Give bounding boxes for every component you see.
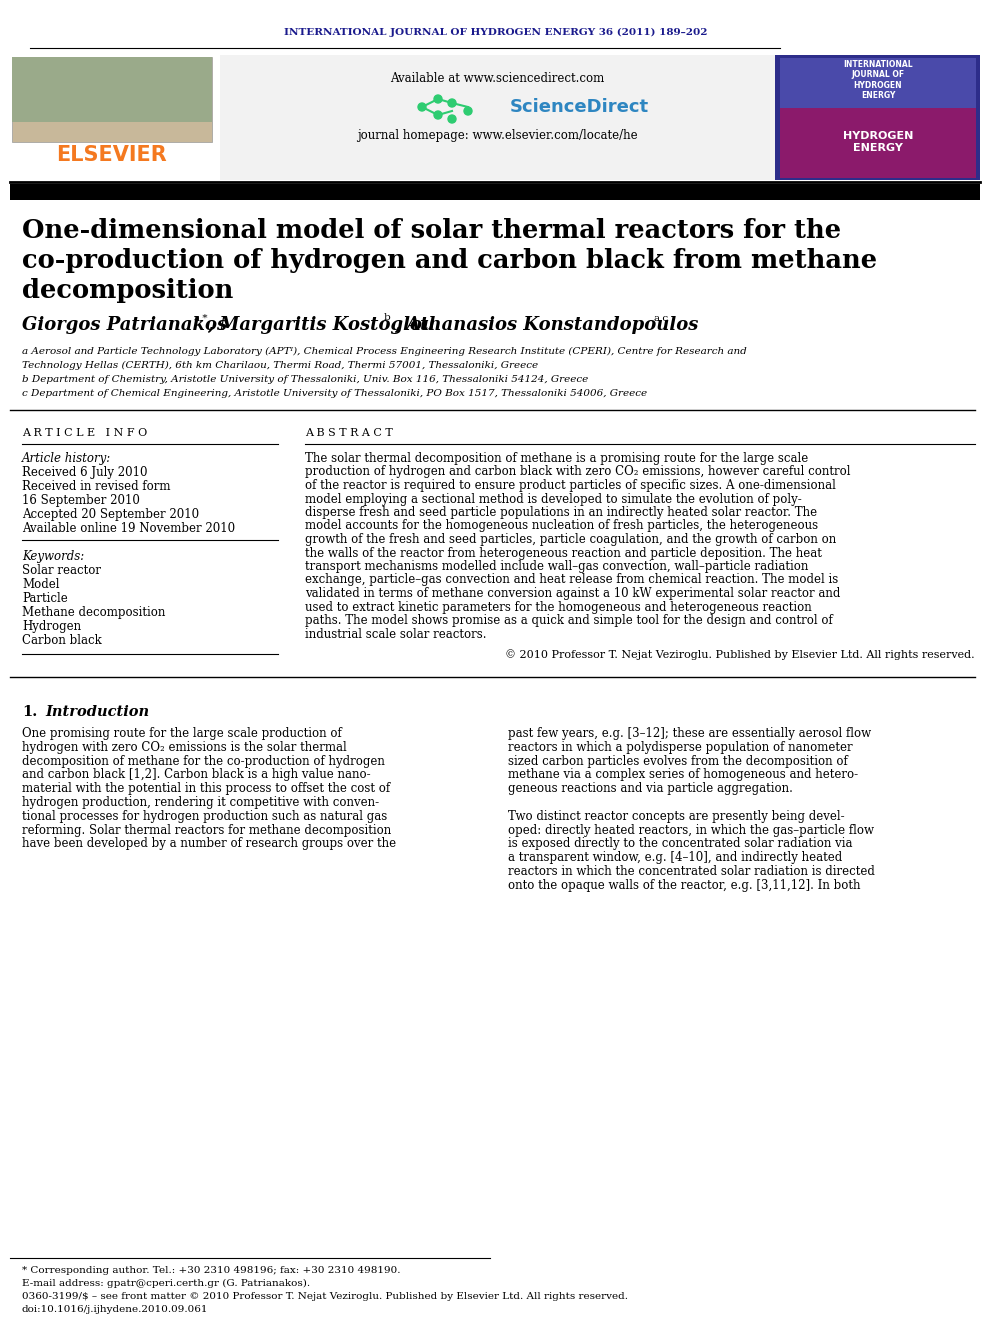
Text: disperse fresh and seed particle populations in an indirectly heated solar react: disperse fresh and seed particle populat…	[305, 505, 817, 519]
Text: hydrogen production, rendering it competitive with conven-: hydrogen production, rendering it compet…	[22, 796, 379, 808]
Text: decomposition: decomposition	[22, 278, 233, 303]
Text: material with the potential in this process to offset the cost of: material with the potential in this proc…	[22, 782, 390, 795]
Text: Giorgos Patrianakos: Giorgos Patrianakos	[22, 316, 227, 333]
Text: ELSEVIER: ELSEVIER	[57, 146, 168, 165]
Text: a Aerosol and Particle Technology Laboratory (APTᴵ), Chemical Process Engineerin: a Aerosol and Particle Technology Labora…	[22, 347, 747, 356]
Text: paths. The model shows promise as a quick and simple tool for the design and con: paths. The model shows promise as a quic…	[305, 614, 832, 627]
Text: a,c: a,c	[654, 314, 670, 323]
Text: decomposition of methane for the co-production of hydrogen: decomposition of methane for the co-prod…	[22, 754, 385, 767]
Text: Article history:: Article history:	[22, 452, 111, 464]
Circle shape	[448, 115, 456, 123]
Text: tional processes for hydrogen production such as natural gas: tional processes for hydrogen production…	[22, 810, 387, 823]
Text: INTERNATIONAL JOURNAL OF HYDROGEN ENERGY 36 (2011) 189–202: INTERNATIONAL JOURNAL OF HYDROGEN ENERGY…	[285, 28, 707, 37]
Text: model employing a sectional method is developed to simulate the evolution of pol: model employing a sectional method is de…	[305, 492, 802, 505]
Text: Carbon black: Carbon black	[22, 634, 102, 647]
Text: a transparent window, e.g. [4–10], and indirectly heated: a transparent window, e.g. [4–10], and i…	[508, 851, 842, 864]
Text: of the reactor is required to ensure product particles of specific sizes. A one-: of the reactor is required to ensure pro…	[305, 479, 836, 492]
Text: is exposed directly to the concentrated solar radiation via: is exposed directly to the concentrated …	[508, 837, 852, 851]
Text: reforming. Solar thermal reactors for methane decomposition: reforming. Solar thermal reactors for me…	[22, 824, 391, 836]
Text: © 2010 Professor T. Nejat Veziroglu. Published by Elsevier Ltd. All rights reser: © 2010 Professor T. Nejat Veziroglu. Pub…	[505, 650, 975, 660]
Text: , Athanasios Konstandopoulos: , Athanasios Konstandopoulos	[394, 316, 698, 333]
Text: Received in revised form: Received in revised form	[22, 480, 171, 493]
Text: Introduction: Introduction	[45, 705, 149, 718]
Text: past few years, e.g. [3–12]; these are essentially aerosol flow: past few years, e.g. [3–12]; these are e…	[508, 728, 871, 740]
Text: b Department of Chemistry, Aristotle University of Thessaloniki, Univ. Box 116, : b Department of Chemistry, Aristotle Uni…	[22, 374, 588, 384]
Text: hydrogen with zero CO₂ emissions is the solar thermal: hydrogen with zero CO₂ emissions is the …	[22, 741, 347, 754]
Text: , Margaritis Kostoglou: , Margaritis Kostoglou	[207, 316, 435, 333]
Bar	[220, 56, 775, 180]
Text: oped: directly heated reactors, in which the gas–particle flow: oped: directly heated reactors, in which…	[508, 824, 874, 836]
Text: E-mail address: gpatr@cperi.certh.gr (G. Patrianakos).: E-mail address: gpatr@cperi.certh.gr (G.…	[22, 1279, 310, 1289]
Text: HYDROGEN
ENERGY: HYDROGEN ENERGY	[843, 131, 914, 152]
Circle shape	[448, 99, 456, 107]
Text: Available at www.sciencedirect.com: Available at www.sciencedirect.com	[390, 71, 604, 85]
Text: c Department of Chemical Engineering, Aristotle University of Thessaloniki, PO B: c Department of Chemical Engineering, Ar…	[22, 389, 647, 398]
Text: reactors in which a polydisperse population of nanometer: reactors in which a polydisperse populat…	[508, 741, 853, 754]
Text: the walls of the reactor from heterogeneous reaction and particle deposition. Th: the walls of the reactor from heterogene…	[305, 546, 822, 560]
Bar	[780, 58, 976, 108]
Bar	[775, 56, 980, 180]
Text: validated in terms of methane conversion against a 10 kW experimental solar reac: validated in terms of methane conversion…	[305, 587, 840, 601]
Text: growth of the fresh and seed particles, particle coagulation, and the growth of : growth of the fresh and seed particles, …	[305, 533, 836, 546]
Text: * Corresponding author. Tel.: +30 2310 498196; fax: +30 2310 498190.: * Corresponding author. Tel.: +30 2310 4…	[22, 1266, 401, 1275]
Text: The solar thermal decomposition of methane is a promising route for the large sc: The solar thermal decomposition of metha…	[305, 452, 808, 464]
Bar	[10, 56, 220, 180]
Text: b: b	[384, 314, 391, 323]
Bar	[12, 57, 212, 122]
Text: ScienceDirect: ScienceDirect	[510, 98, 649, 116]
Text: production of hydrogen and carbon black with zero CO₂ emissions, however careful: production of hydrogen and carbon black …	[305, 466, 850, 479]
Text: exchange, particle–gas convection and heat release from chemical reaction. The m: exchange, particle–gas convection and he…	[305, 573, 838, 586]
Text: industrial scale solar reactors.: industrial scale solar reactors.	[305, 627, 486, 640]
Text: Received 6 July 2010: Received 6 July 2010	[22, 466, 148, 479]
Text: 0360-3199/$ – see front matter © 2010 Professor T. Nejat Veziroglu. Published by: 0360-3199/$ – see front matter © 2010 Pr…	[22, 1293, 628, 1301]
Text: Solar reactor: Solar reactor	[22, 564, 101, 577]
Text: journal homepage: www.elsevier.com/locate/he: journal homepage: www.elsevier.com/locat…	[357, 128, 637, 142]
Text: Accepted 20 September 2010: Accepted 20 September 2010	[22, 508, 199, 521]
Text: onto the opaque walls of the reactor, e.g. [3,11,12]. In both: onto the opaque walls of the reactor, e.…	[508, 878, 860, 892]
Text: Keywords:: Keywords:	[22, 550, 84, 564]
Text: reactors in which the concentrated solar radiation is directed: reactors in which the concentrated solar…	[508, 865, 875, 878]
Text: Available online 19 November 2010: Available online 19 November 2010	[22, 523, 235, 534]
Circle shape	[464, 107, 472, 115]
Text: sized carbon particles evolves from the decomposition of: sized carbon particles evolves from the …	[508, 754, 848, 767]
Text: Model: Model	[22, 578, 60, 591]
Text: 1.: 1.	[22, 705, 38, 718]
Text: Hydrogen: Hydrogen	[22, 620, 81, 632]
Text: Methane decomposition: Methane decomposition	[22, 606, 166, 619]
Text: geneous reactions and via particle aggregation.: geneous reactions and via particle aggre…	[508, 782, 793, 795]
Text: and carbon black [1,2]. Carbon black is a high value nano-: and carbon black [1,2]. Carbon black is …	[22, 769, 371, 782]
Text: A R T I C L E   I N F O: A R T I C L E I N F O	[22, 429, 147, 438]
Text: Particle: Particle	[22, 591, 67, 605]
Text: used to extract kinetic parameters for the homogeneous and heterogeneous reactio: used to extract kinetic parameters for t…	[305, 601, 811, 614]
Circle shape	[434, 111, 442, 119]
Text: model accounts for the homogeneous nucleation of fresh particles, the heterogene: model accounts for the homogeneous nucle…	[305, 520, 818, 532]
Bar	[10, 184, 980, 200]
Bar	[780, 108, 976, 179]
Text: Technology Hellas (CERTH), 6th km Charilaou, Thermi Road, Thermi 57001, Thessalo: Technology Hellas (CERTH), 6th km Charil…	[22, 361, 538, 370]
Text: doi:10.1016/j.ijhydene.2010.09.061: doi:10.1016/j.ijhydene.2010.09.061	[22, 1304, 208, 1314]
Text: 16 September 2010: 16 September 2010	[22, 493, 140, 507]
Text: A B S T R A C T: A B S T R A C T	[305, 429, 393, 438]
Text: INTERNATIONAL
JOURNAL OF
HYDROGEN
ENERGY: INTERNATIONAL JOURNAL OF HYDROGEN ENERGY	[843, 60, 913, 101]
Text: One promising route for the large scale production of: One promising route for the large scale …	[22, 728, 342, 740]
Text: methane via a complex series of homogeneous and hetero-: methane via a complex series of homogene…	[508, 769, 858, 782]
Text: Two distinct reactor concepts are presently being devel-: Two distinct reactor concepts are presen…	[508, 810, 844, 823]
Circle shape	[418, 103, 426, 111]
Text: a,*: a,*	[193, 314, 207, 323]
Circle shape	[434, 95, 442, 103]
Text: transport mechanisms modelled include wall–gas convection, wall–particle radiati: transport mechanisms modelled include wa…	[305, 560, 808, 573]
Text: co-production of hydrogen and carbon black from methane: co-production of hydrogen and carbon bla…	[22, 247, 877, 273]
Bar	[12, 57, 212, 142]
Text: One-dimensional model of solar thermal reactors for the: One-dimensional model of solar thermal r…	[22, 218, 841, 243]
Text: have been developed by a number of research groups over the: have been developed by a number of resea…	[22, 837, 396, 851]
